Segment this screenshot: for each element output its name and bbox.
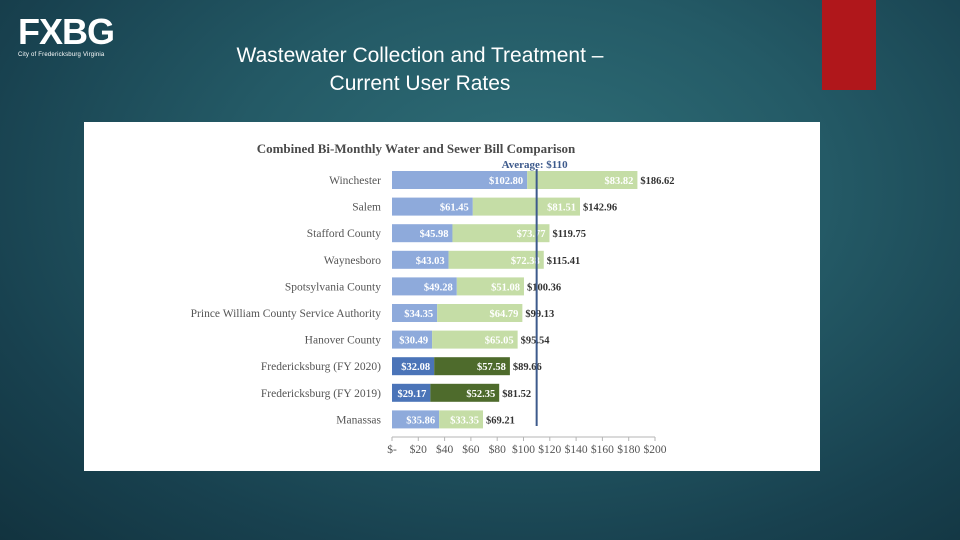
- x-tick-label: $-: [387, 443, 397, 456]
- x-tick-label: $160: [591, 443, 614, 456]
- water-value-label: $43.03: [416, 256, 445, 267]
- water-value-label: $35.86: [406, 415, 435, 426]
- bar-water: [392, 197, 473, 216]
- category-label: Stafford County: [307, 228, 381, 240]
- water-value-label: $49.28: [424, 282, 453, 293]
- average-label: Average: $110: [502, 159, 569, 171]
- bar-water: [392, 383, 431, 402]
- category-label: Fredericksburg (FY 2019): [261, 388, 381, 400]
- category-label: Prince William County Service Authority: [191, 308, 382, 320]
- total-value-label: $81.52: [502, 389, 531, 400]
- x-tick-label: $100: [512, 443, 535, 456]
- sewer-value-label: $81.51: [547, 203, 576, 214]
- logo-subtitle: City of Fredericksburg Virginia: [18, 52, 105, 58]
- total-value-label: $115.41: [547, 256, 581, 267]
- category-label: Salem: [352, 202, 381, 214]
- sewer-value-label: $73.77: [517, 229, 546, 240]
- sewer-value-label: $72.38: [511, 256, 540, 267]
- total-value-label: $186.62: [640, 176, 674, 187]
- bar-water: [392, 250, 449, 269]
- bar-sewer: [527, 171, 638, 189]
- total-value-label: $119.75: [552, 229, 586, 240]
- water-value-label: $61.45: [440, 203, 469, 214]
- bar-water: [392, 357, 435, 376]
- sewer-value-label: $52.35: [466, 389, 495, 400]
- chart-title: Combined Bi-Monthly Water and Sewer Bill…: [257, 141, 576, 156]
- bar-water: [392, 224, 453, 243]
- x-tick-label: $180: [617, 443, 640, 456]
- total-value-label: $99.13: [525, 309, 554, 320]
- category-label: Fredericksburg (FY 2020): [261, 361, 381, 373]
- sewer-value-label: $64.79: [489, 309, 518, 320]
- slide-title: Wastewater Collection and Treatment – Cu…: [200, 42, 640, 98]
- bar-sewer: [472, 197, 580, 216]
- sewer-value-label: $57.58: [477, 362, 506, 373]
- category-label: Winchester: [329, 175, 381, 187]
- total-value-label: $100.36: [527, 282, 561, 293]
- water-value-label: $32.08: [401, 362, 430, 373]
- category-label: Manassas: [336, 414, 381, 426]
- water-value-label: $29.17: [397, 389, 426, 400]
- sewer-value-label: $65.05: [485, 336, 514, 347]
- bar-sewer: [448, 250, 544, 269]
- water-value-label: $45.98: [420, 229, 449, 240]
- total-value-label: $89.66: [513, 362, 542, 373]
- x-tick-label: $120: [538, 443, 561, 456]
- bar-sewer: [434, 357, 510, 376]
- x-tick-label: $140: [565, 443, 588, 456]
- bar-sewer: [437, 304, 523, 322]
- total-value-label: $69.21: [486, 415, 515, 426]
- x-tick-label: $200: [644, 443, 667, 456]
- water-value-label: $34.35: [404, 309, 433, 320]
- bar-sewer: [432, 330, 518, 349]
- bar-water: [392, 330, 433, 349]
- category-label: Spotsylvania County: [285, 281, 381, 293]
- x-tick-label: $80: [489, 443, 507, 456]
- accent-red-bar: [822, 0, 876, 90]
- bar-sewer: [456, 277, 524, 296]
- bar-sewer: [439, 410, 484, 429]
- bar-water: [392, 277, 457, 296]
- bar-water: [392, 171, 528, 189]
- bar-water: [392, 410, 440, 429]
- water-value-label: $30.49: [399, 336, 428, 347]
- category-label: Hanover County: [305, 335, 382, 347]
- bar-water: [392, 304, 438, 322]
- sewer-value-label: $51.08: [491, 282, 520, 293]
- slide-title-line-2: Current User Rates: [329, 72, 511, 95]
- bar-sewer: [430, 383, 500, 402]
- water-value-label: $102.80: [489, 176, 523, 187]
- sewer-value-label: $83.82: [605, 176, 634, 187]
- total-value-label: $142.96: [583, 203, 617, 214]
- logo-mark: FXBG: [18, 11, 115, 52]
- fxbg-logo: FXBG City of Fredericksburg Virginia: [18, 11, 115, 59]
- category-label: Waynesboro: [324, 255, 381, 267]
- slide-title-line-1: Wastewater Collection and Treatment –: [236, 44, 604, 67]
- chart-panel: Combined Bi-Monthly Water and Sewer Bill…: [84, 122, 820, 471]
- sewer-value-label: $33.35: [450, 415, 479, 426]
- bar-sewer: [452, 224, 550, 243]
- bill-comparison-chart: Combined Bi-Monthly Water and Sewer Bill…: [191, 141, 675, 456]
- x-tick-label: $60: [462, 443, 480, 456]
- x-tick-label: $20: [410, 443, 428, 456]
- total-value-label: $95.54: [521, 336, 551, 347]
- x-tick-label: $40: [436, 443, 454, 456]
